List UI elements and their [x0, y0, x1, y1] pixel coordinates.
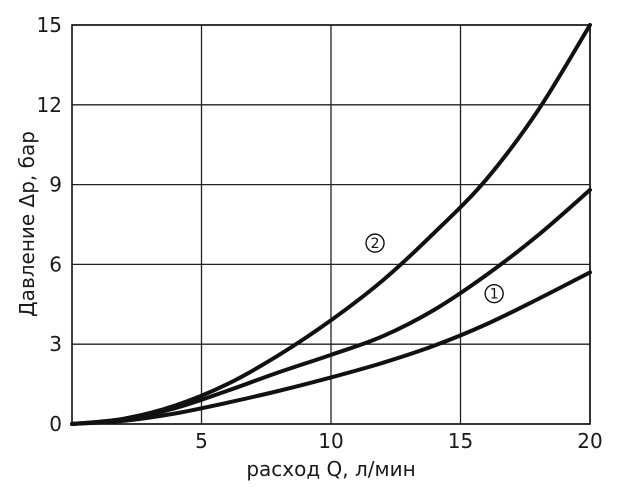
grid-lines — [72, 24, 591, 425]
x-axis-label: расход Q, л/мин — [246, 457, 415, 481]
x-tick-label: 10 — [318, 429, 343, 453]
plot-frame — [71, 24, 591, 425]
x-tick-labels: 5 10 15 20 — [195, 429, 603, 453]
series-marker-1: 1 — [484, 283, 504, 304]
x-tick-label: 20 — [577, 429, 602, 453]
series-marker-label: 1 — [490, 287, 499, 303]
series-marker-circle — [484, 283, 504, 304]
y-tick-label: 15 — [37, 13, 62, 37]
y-tick-labels: 0 3 6 9 12 15 — [37, 13, 62, 436]
series-curve-1 — [70, 270, 592, 426]
y-tick-label: 9 — [49, 173, 62, 197]
y-tick-label: 3 — [49, 332, 62, 356]
curves — [70, 23, 592, 426]
y-tick-label: 6 — [49, 252, 62, 276]
y-tick-label: 12 — [37, 93, 62, 117]
series-marker-circle — [365, 233, 385, 253]
x-tick-label: 5 — [195, 429, 208, 453]
y-axis-label: Давление Δp, бар — [15, 131, 39, 317]
series-marker-label: 2 — [371, 236, 380, 252]
series-markers: 12 — [365, 233, 504, 304]
y-tick-label: 0 — [49, 412, 62, 436]
x-tick-label: 15 — [448, 429, 473, 453]
series-marker-2: 2 — [365, 233, 385, 253]
series-curve-3 — [70, 23, 592, 426]
